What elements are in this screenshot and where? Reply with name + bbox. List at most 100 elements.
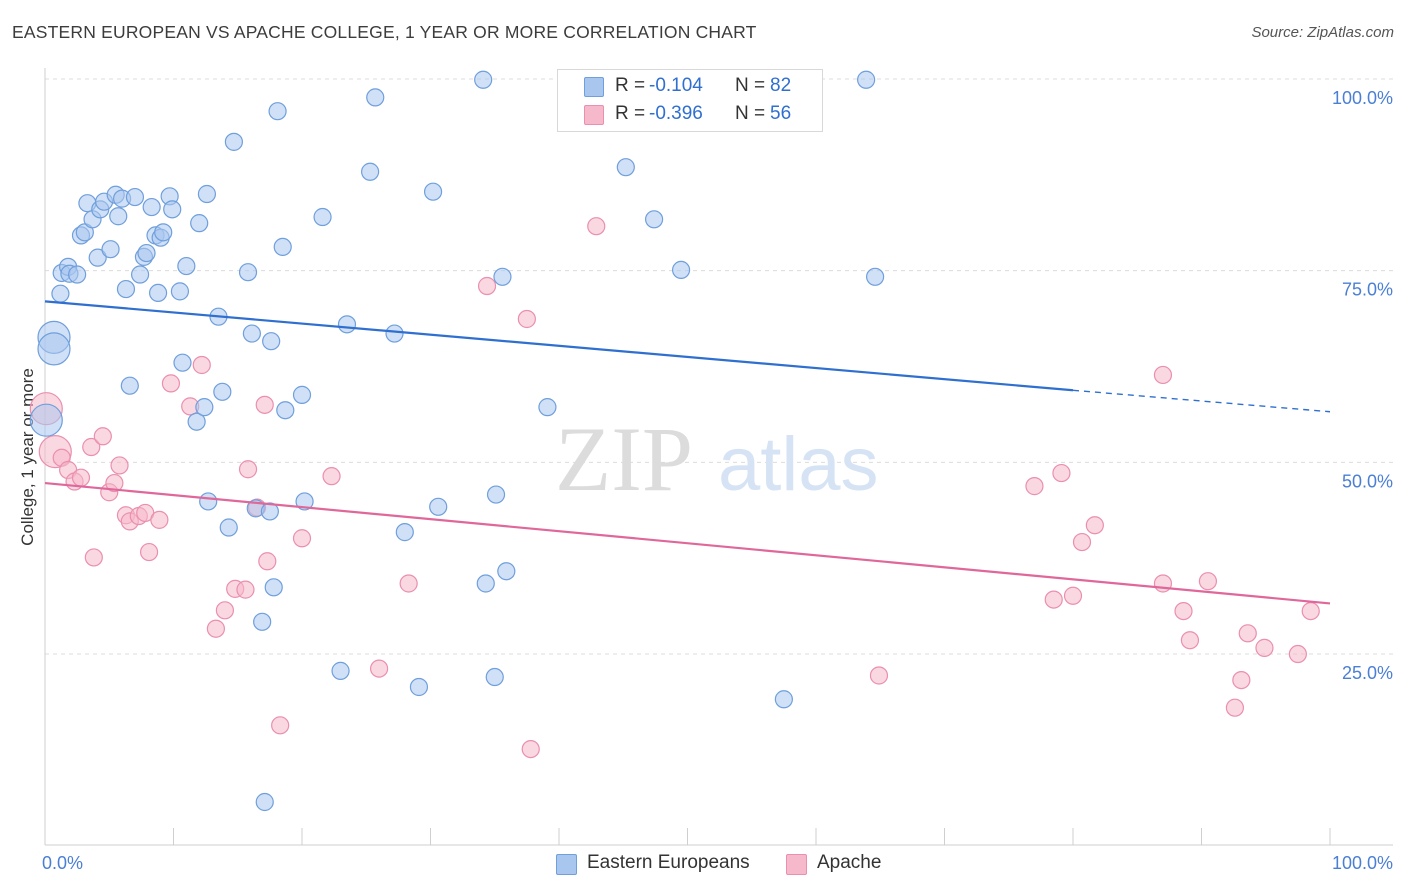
data-point[interactable]	[154, 223, 173, 242]
data-point[interactable]	[195, 398, 214, 417]
data-point[interactable]	[260, 502, 279, 521]
data-point[interactable]	[497, 562, 516, 581]
data-point[interactable]	[187, 412, 206, 431]
data-point[interactable]	[161, 374, 181, 393]
data-point[interactable]	[1198, 572, 1218, 591]
data-point[interactable]	[1232, 670, 1251, 690]
data-point[interactable]	[219, 518, 238, 537]
data-point[interactable]	[331, 661, 350, 680]
data-point[interactable]	[337, 315, 357, 334]
data-point[interactable]	[177, 256, 196, 276]
data-point[interactable]	[1153, 365, 1173, 385]
data-point[interactable]	[137, 243, 156, 263]
data-point[interactable]	[273, 237, 292, 257]
data-point[interactable]	[236, 580, 255, 599]
data-point[interactable]	[242, 324, 261, 343]
data-point[interactable]	[120, 376, 139, 395]
data-point[interactable]	[485, 667, 504, 687]
data-point[interactable]	[110, 456, 129, 475]
data-point[interactable]	[399, 574, 418, 593]
data-point[interactable]	[361, 162, 380, 181]
data-point[interactable]	[486, 485, 506, 504]
data-point[interactable]	[84, 548, 103, 567]
data-point[interactable]	[1174, 601, 1193, 621]
data-point[interactable]	[101, 240, 120, 259]
data-point[interactable]	[395, 523, 414, 542]
data-point[interactable]	[493, 267, 512, 286]
data-point[interactable]	[224, 132, 243, 151]
data-point[interactable]	[51, 284, 70, 303]
data-point[interactable]	[206, 619, 226, 638]
data-point[interactable]	[370, 659, 389, 678]
data-point[interactable]	[116, 279, 136, 299]
data-point[interactable]	[173, 353, 192, 372]
data-point[interactable]	[1301, 601, 1320, 621]
data-point[interactable]	[130, 265, 150, 284]
data-point[interactable]	[295, 492, 314, 511]
data-point[interactable]	[1072, 532, 1092, 552]
data-point[interactable]	[215, 601, 234, 620]
data-point[interactable]	[1153, 574, 1173, 593]
data-point[interactable]	[268, 102, 287, 121]
data-point[interactable]	[644, 210, 664, 229]
data-point[interactable]	[869, 666, 889, 685]
data-point[interactable]	[109, 207, 128, 226]
data-point[interactable]	[366, 88, 385, 107]
data-point[interactable]	[148, 283, 168, 303]
data-point[interactable]	[1180, 631, 1200, 650]
data-point[interactable]	[517, 309, 536, 329]
data-point[interactable]	[774, 690, 793, 709]
data-point[interactable]	[616, 158, 635, 177]
data-point[interactable]	[88, 248, 107, 267]
data-point[interactable]	[258, 552, 277, 571]
data-point[interactable]	[255, 395, 274, 414]
data-point[interactable]	[142, 197, 161, 217]
data-point[interactable]	[538, 398, 557, 417]
data-point[interactable]	[37, 332, 71, 366]
data-point[interactable]	[423, 182, 443, 201]
data-point[interactable]	[1238, 624, 1257, 643]
data-point[interactable]	[192, 355, 211, 375]
data-point[interactable]	[1063, 586, 1083, 605]
data-point[interactable]	[1085, 516, 1104, 535]
data-point[interactable]	[163, 200, 182, 219]
data-point[interactable]	[29, 403, 63, 437]
data-point[interactable]	[521, 739, 540, 759]
data-point[interactable]	[199, 492, 218, 511]
data-point[interactable]	[476, 574, 495, 593]
data-point[interactable]	[474, 70, 493, 89]
data-point[interactable]	[1255, 638, 1274, 657]
data-point[interactable]	[170, 282, 190, 301]
data-point[interactable]	[313, 207, 332, 227]
data-point[interactable]	[82, 437, 101, 457]
data-point[interactable]	[1288, 644, 1307, 664]
data-point[interactable]	[105, 473, 124, 493]
data-point[interactable]	[125, 187, 145, 207]
data-point[interactable]	[857, 70, 876, 89]
data-point[interactable]	[93, 427, 112, 446]
data-point[interactable]	[68, 265, 87, 284]
data-point[interactable]	[587, 217, 606, 236]
data-point[interactable]	[264, 578, 283, 597]
data-point[interactable]	[671, 260, 691, 280]
data-point[interactable]	[1052, 463, 1071, 483]
data-point[interactable]	[71, 468, 91, 487]
data-point[interactable]	[409, 677, 429, 697]
data-point[interactable]	[1025, 477, 1044, 496]
data-point[interactable]	[1225, 698, 1245, 717]
data-point[interactable]	[213, 382, 232, 401]
data-point[interactable]	[276, 401, 295, 420]
data-point[interactable]	[197, 184, 217, 204]
data-point[interactable]	[1044, 590, 1063, 609]
data-point[interactable]	[238, 460, 258, 479]
data-point[interactable]	[429, 497, 448, 516]
data-point[interactable]	[292, 529, 312, 548]
data-point[interactable]	[190, 214, 209, 233]
data-point[interactable]	[139, 542, 159, 562]
data-point[interactable]	[292, 385, 312, 404]
data-point[interactable]	[255, 792, 274, 812]
data-point[interactable]	[150, 510, 169, 529]
data-point[interactable]	[866, 267, 885, 286]
data-point[interactable]	[238, 263, 258, 282]
data-point[interactable]	[262, 332, 281, 351]
